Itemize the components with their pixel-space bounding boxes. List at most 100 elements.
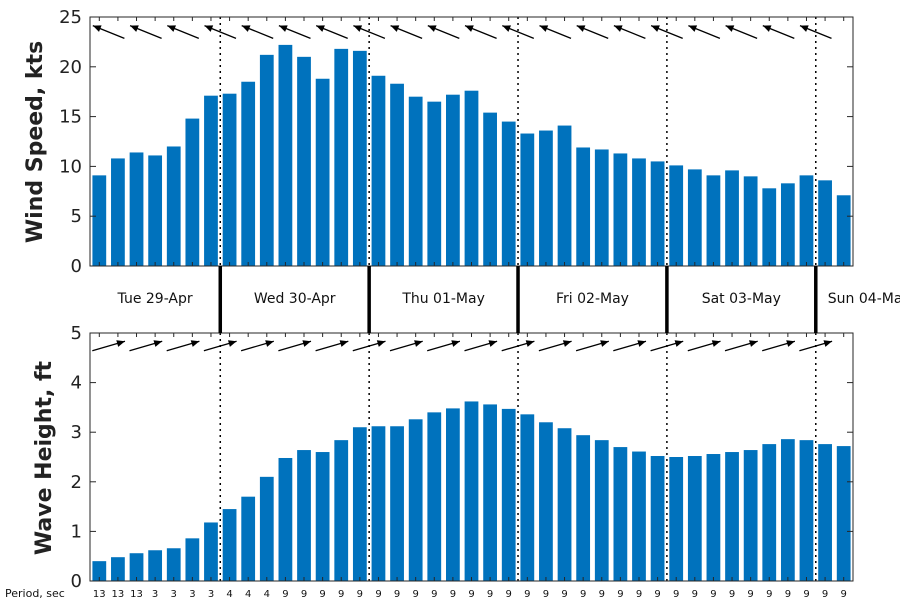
wind-plot: 0 5 10 15 20 25 <box>59 7 854 277</box>
wave-direction-arrow <box>315 340 349 352</box>
wave-bar <box>278 457 293 581</box>
wave-bar <box>836 446 851 581</box>
wind-bar <box>818 180 832 266</box>
wind-bar <box>259 54 274 266</box>
period-value: 3 <box>189 589 195 600</box>
wave-direction-arrow <box>650 340 684 352</box>
period-value: 9 <box>543 589 549 600</box>
period-value: 9 <box>803 589 809 600</box>
wave-bar <box>632 451 646 581</box>
wind-bar <box>315 78 330 266</box>
wind-bar <box>278 44 293 266</box>
wave-bar <box>390 426 404 581</box>
period-value: 9 <box>506 589 512 600</box>
period-value: 3 <box>171 589 177 600</box>
wind-bar <box>799 175 814 266</box>
wave-direction-arrow <box>203 340 237 352</box>
wind-bar <box>241 81 256 267</box>
wave-ytick-label: 2 <box>71 472 82 493</box>
wave-bar <box>762 444 777 581</box>
period-value: 9 <box>357 589 363 600</box>
wave-bar <box>204 522 218 581</box>
wave-bar <box>185 538 200 581</box>
wind-bar <box>650 161 665 266</box>
wave-bar <box>669 457 684 581</box>
wave-direction-arrow <box>92 340 126 352</box>
period-value: 9 <box>710 589 716 600</box>
wind-bar <box>148 155 163 266</box>
period-value: 3 <box>152 589 158 600</box>
wave-bar <box>111 557 125 581</box>
wave-bar <box>241 496 256 581</box>
wind-ytick-label: 10 <box>59 156 82 177</box>
wave-direction-arrow <box>389 340 423 352</box>
wave-bar <box>613 447 628 581</box>
period-value: 9 <box>617 589 623 600</box>
wave-bar <box>427 412 442 581</box>
period-value: 9 <box>766 589 772 600</box>
wave-ytick-label: 4 <box>71 373 82 394</box>
wind-ytick-label: 5 <box>71 206 82 227</box>
wave-direction-arrow <box>538 340 572 352</box>
wave-direction-arrow <box>687 340 721 352</box>
period-value: 4 <box>245 589 251 600</box>
wave-bar <box>464 401 479 581</box>
period-value: 9 <box>561 589 567 600</box>
wind-direction-arrow <box>315 24 348 40</box>
wave-direction-arrow <box>724 340 758 352</box>
period-row: 13 13 13 3 3 3 3 4 4 4 9 9 9 9 9 9 9 9 9 9 9 9 9 9 9 9 9 9 9 9 9 9 9 9 9 9 9… <box>93 589 847 600</box>
period-value: 4 <box>264 589 270 600</box>
wind-bar <box>780 183 795 266</box>
wind-direction-arrow <box>613 24 646 40</box>
wave-bar <box>743 450 758 581</box>
wind-bar <box>129 152 144 266</box>
wave-bar <box>334 440 349 581</box>
wave-bar <box>297 450 311 581</box>
period-value: 9 <box>394 589 400 600</box>
wind-direction-arrow <box>427 24 460 40</box>
wind-bar <box>687 169 702 266</box>
wave-bar <box>259 476 274 581</box>
period-value: 9 <box>654 589 660 600</box>
wind-direction-arrow <box>353 24 386 40</box>
day-label: Thu 01-May <box>401 291 485 307</box>
wind-direction-arrow <box>241 24 274 40</box>
wind-direction-arrow <box>502 24 535 40</box>
period-value: 9 <box>747 589 753 600</box>
period-value: 9 <box>301 589 307 600</box>
wind-bar <box>111 158 125 266</box>
wind-direction-arrow <box>576 24 609 40</box>
wave-bar <box>557 428 572 581</box>
wind-bar <box>204 95 218 267</box>
wave-bar <box>576 435 591 581</box>
wind-direction-arrow <box>167 24 200 40</box>
wave-bar <box>706 454 721 581</box>
wind-bar <box>297 56 311 267</box>
wind-bar <box>483 112 497 267</box>
wave-bar <box>408 419 423 581</box>
wind-bar <box>185 118 200 266</box>
wind-bar <box>836 195 851 266</box>
wave-direction-arrow <box>762 340 796 352</box>
day-label: Fri 02-May <box>556 291 629 307</box>
wave-bar <box>371 426 386 581</box>
day-label: Sun 04-Ma <box>828 291 900 307</box>
period-value: 9 <box>785 589 791 600</box>
day-band: Tue 29-Apr Wed 30-Apr Thu 01-May Fri 02-May… <box>117 266 900 333</box>
wave-bar <box>725 452 739 581</box>
wind-direction-arrow <box>725 24 758 40</box>
wind-ytick-label: 15 <box>59 107 82 128</box>
wave-direction-arrow <box>427 340 461 352</box>
wind-bar <box>632 158 646 266</box>
wave-bar <box>594 440 609 581</box>
wind-bar <box>371 75 386 266</box>
wave-direction-arrow <box>278 340 312 352</box>
period-value: 9 <box>729 589 735 600</box>
wind-direction-arrow <box>278 24 311 40</box>
wind-bar <box>576 147 591 266</box>
wave-direction-arrow <box>799 340 833 352</box>
wind-bar <box>166 146 181 266</box>
wind-bar <box>557 125 572 266</box>
wave-bar <box>352 427 367 581</box>
